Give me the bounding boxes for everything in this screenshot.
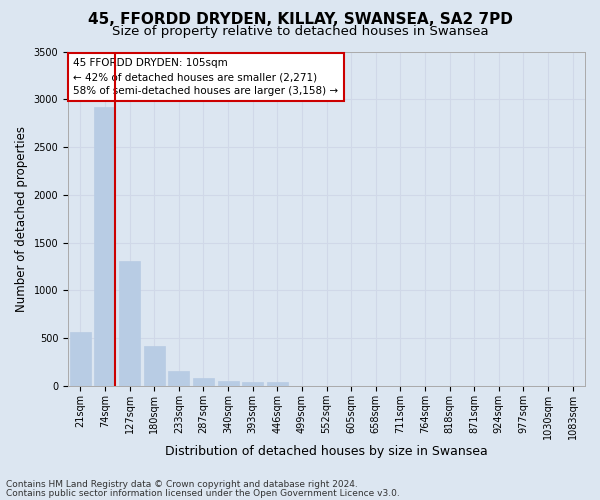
Bar [267,382,288,386]
Bar [169,371,189,386]
Text: Size of property relative to detached houses in Swansea: Size of property relative to detached ho… [112,25,488,38]
Y-axis label: Number of detached properties: Number of detached properties [15,126,28,312]
Bar [144,346,164,386]
Bar [94,107,115,386]
Bar [193,378,214,386]
Bar [242,382,263,386]
Bar [70,332,91,386]
Text: Contains HM Land Registry data © Crown copyright and database right 2024.: Contains HM Land Registry data © Crown c… [6,480,358,489]
Text: Contains public sector information licensed under the Open Government Licence v3: Contains public sector information licen… [6,489,400,498]
Text: 45, FFORDD DRYDEN, KILLAY, SWANSEA, SA2 7PD: 45, FFORDD DRYDEN, KILLAY, SWANSEA, SA2 … [88,12,512,28]
Text: 45 FFORDD DRYDEN: 105sqm
← 42% of detached houses are smaller (2,271)
58% of sem: 45 FFORDD DRYDEN: 105sqm ← 42% of detach… [73,58,338,96]
Bar [119,261,140,386]
Bar [218,382,239,386]
X-axis label: Distribution of detached houses by size in Swansea: Distribution of detached houses by size … [165,444,488,458]
